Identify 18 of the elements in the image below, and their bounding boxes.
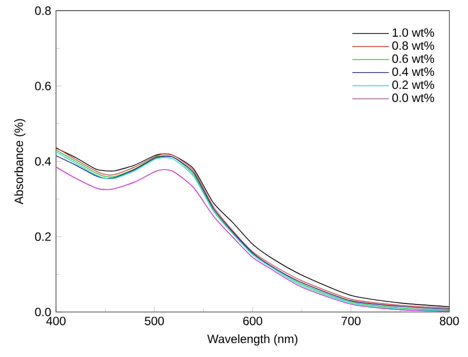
x-tick-label: 500 bbox=[144, 316, 164, 326]
y-axis-title: Absorbance (%) bbox=[14, 118, 26, 204]
legend-label: 0.8 wt% bbox=[392, 41, 434, 50]
legend-label: 0.6 wt% bbox=[392, 54, 434, 63]
legend-label: 1.0 wt% bbox=[392, 28, 434, 37]
legend-label: 0.4 wt% bbox=[392, 67, 434, 76]
legend-label: 0.2 wt% bbox=[392, 80, 434, 89]
y-tick-label: 0.2 bbox=[35, 232, 51, 241]
y-tick-label: 0.8 bbox=[35, 6, 51, 15]
y-tick-label: 0.0 bbox=[35, 308, 51, 316]
x-tick-label: 400 bbox=[46, 316, 66, 326]
x-tick-label: 600 bbox=[243, 316, 262, 326]
y-tick-label: 0.4 bbox=[35, 156, 51, 166]
x-axis-title: Wavelength (nm) bbox=[207, 334, 298, 346]
legend-label: 0.0 wt% bbox=[392, 93, 434, 102]
y-tick-label: 0.6 bbox=[35, 82, 51, 90]
x-tick-label: 800 bbox=[440, 316, 459, 326]
x-tick-label: 700 bbox=[342, 316, 361, 326]
